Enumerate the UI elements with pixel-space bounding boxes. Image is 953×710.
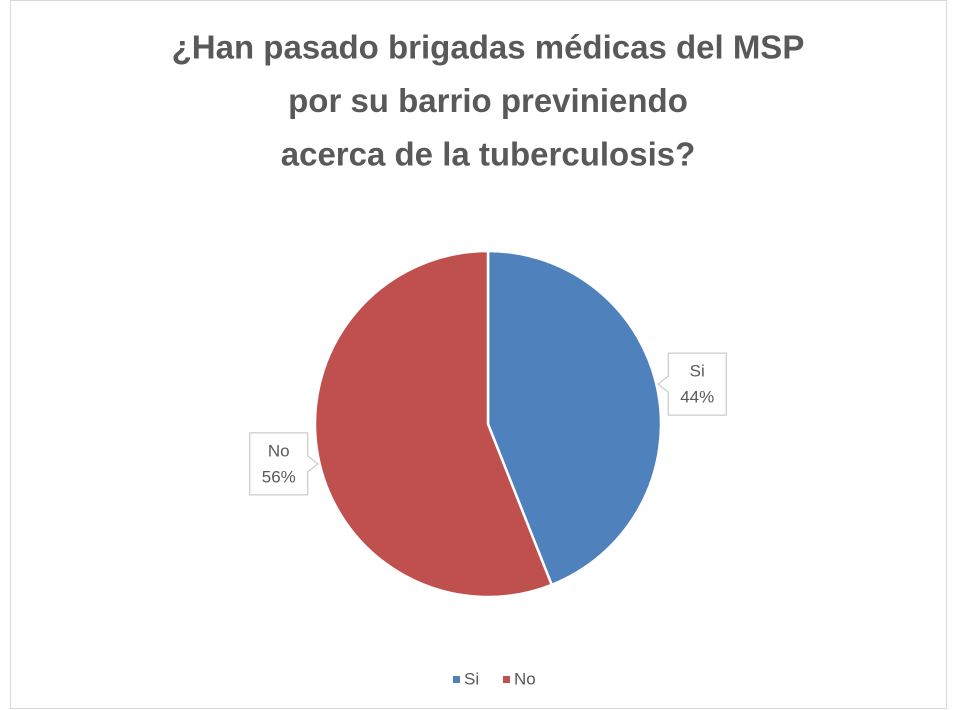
chart-title: por su barrio previniendo — [288, 82, 688, 119]
data-label-box — [249, 432, 319, 496]
chart-title: acerca de la tuberculosis? — [281, 136, 696, 173]
data-label-category: No — [268, 441, 290, 460]
data-label-box — [657, 352, 727, 416]
legend-swatch — [453, 676, 460, 683]
data-label-value: 56% — [262, 467, 296, 486]
pie-slice — [313, 249, 554, 599]
data-label-value: 44% — [680, 388, 714, 407]
chart-title: ¿Han pasado brigadas médicas del MSP — [172, 29, 805, 66]
legend-label: Si — [464, 669, 479, 688]
legend-swatch — [503, 676, 510, 683]
data-label-category: Si — [690, 362, 705, 381]
legend-label: No — [514, 669, 536, 688]
pie-slice — [486, 249, 663, 587]
